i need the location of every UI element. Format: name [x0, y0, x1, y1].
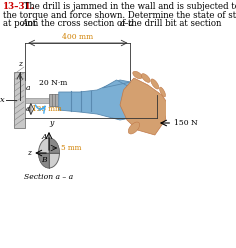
Text: z: z [18, 60, 22, 68]
Text: A: A [22, 19, 28, 28]
Bar [49, 94, 59, 106]
Text: the torque and force shown. Determine the state of stress: the torque and force shown. Determine th… [3, 10, 236, 20]
Text: 150 N: 150 N [174, 119, 197, 127]
Text: y: y [50, 119, 54, 127]
Text: 20 N·m: 20 N·m [39, 79, 68, 87]
Text: on the cross section of the drill bit at section: on the cross section of the drill bit at… [25, 19, 224, 28]
Bar [25, 97, 49, 102]
Polygon shape [120, 78, 169, 135]
Text: Section a – a: Section a – a [25, 173, 74, 181]
Wedge shape [38, 153, 49, 168]
Text: The drill is jammed in the wall and is subjected to: The drill is jammed in the wall and is s… [18, 2, 236, 11]
Text: A: A [41, 133, 47, 141]
Ellipse shape [133, 71, 142, 79]
Text: a: a [26, 84, 30, 92]
Text: 400 mm: 400 mm [62, 33, 93, 41]
Polygon shape [59, 80, 131, 120]
Bar [14, 72, 25, 128]
Text: B: B [41, 156, 47, 164]
Ellipse shape [151, 79, 159, 89]
Text: 13–31.: 13–31. [3, 2, 35, 11]
Polygon shape [103, 80, 157, 118]
Text: x: x [0, 96, 4, 104]
Text: a–a: a–a [120, 19, 135, 28]
Circle shape [38, 138, 59, 168]
Text: z: z [28, 149, 31, 157]
Ellipse shape [160, 87, 165, 97]
Ellipse shape [128, 122, 140, 134]
Text: a: a [26, 105, 30, 113]
Wedge shape [49, 138, 59, 153]
Ellipse shape [141, 74, 150, 82]
Text: 125 mm: 125 mm [32, 105, 62, 113]
Text: .: . [128, 19, 131, 28]
Text: 5 mm: 5 mm [61, 144, 81, 152]
Text: at point: at point [3, 19, 39, 28]
